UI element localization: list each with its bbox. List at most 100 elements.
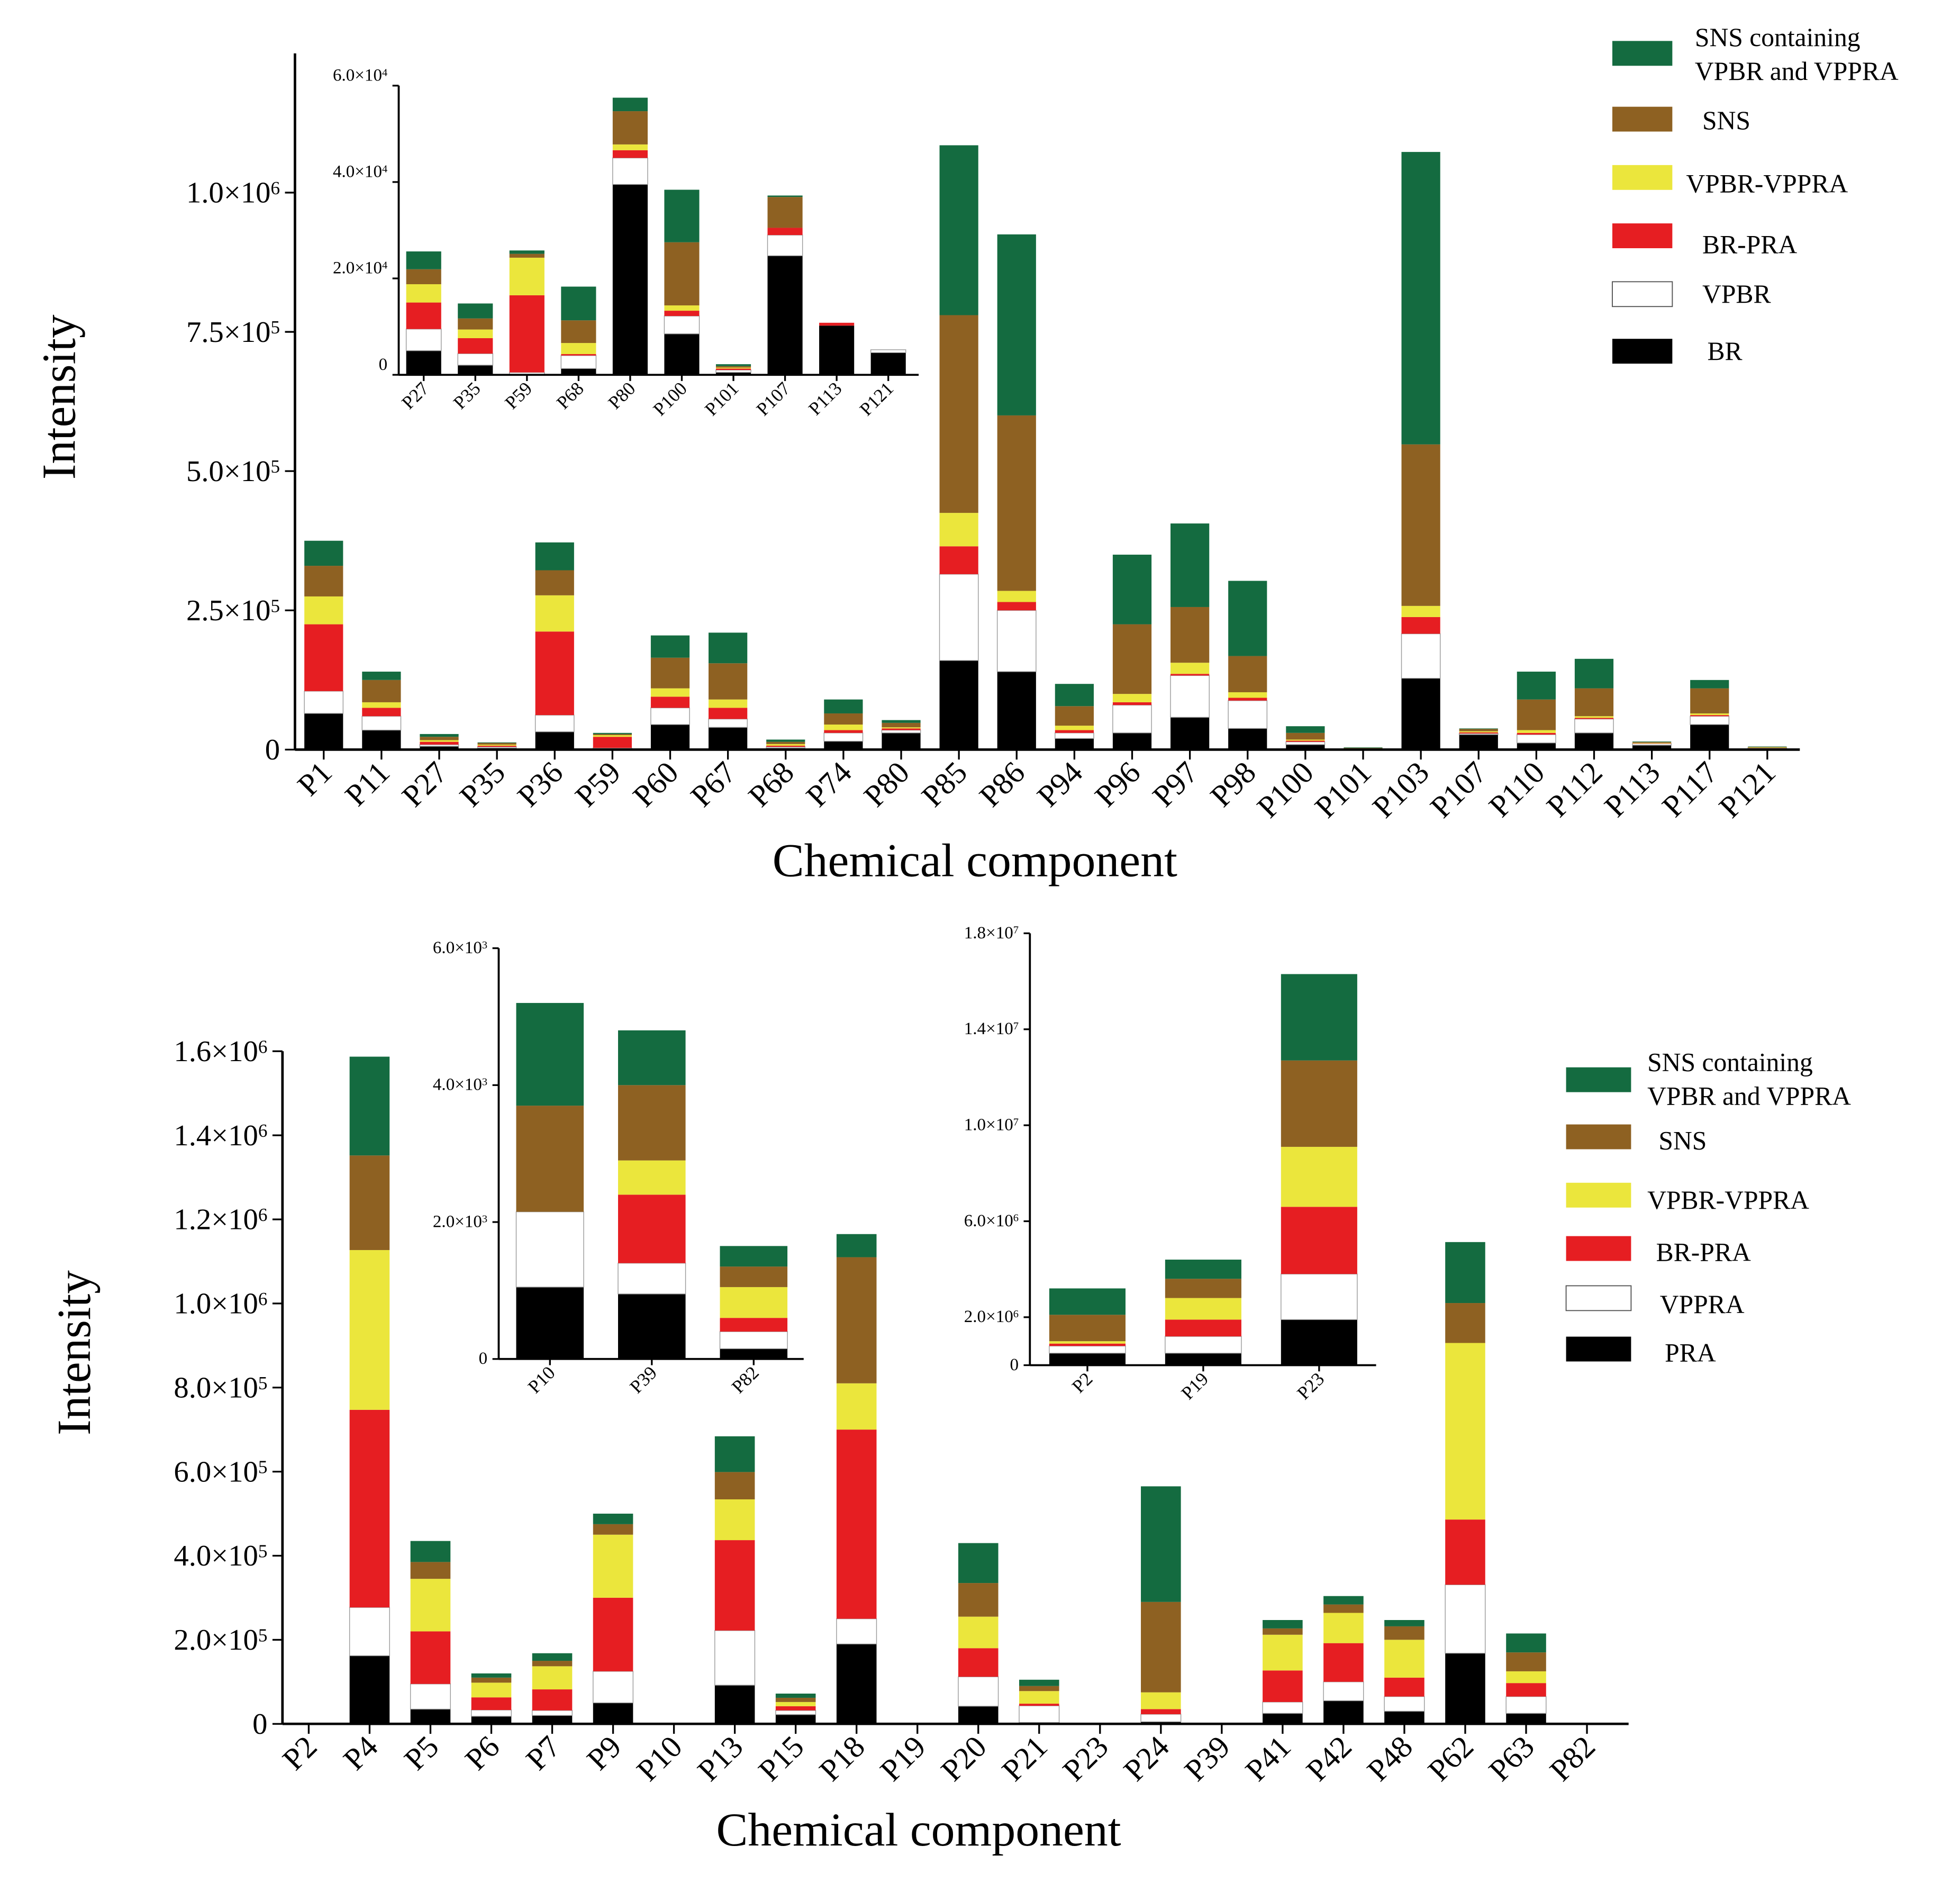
bottom-bar-p13-pra: [714, 1685, 755, 1724]
top-bar-p103-sns: [1401, 444, 1440, 606]
top-bar-p67-vpbr-vppra: [709, 699, 748, 708]
bottom-inset-large-y-tick-label: 2.0×106: [964, 1307, 1019, 1326]
top-bar-p68-vpbr-vppra: [766, 744, 805, 746]
top-y-tick-label: 1.0×106: [186, 177, 280, 210]
top-chart: P1 P11P27P35P36P59P60P67P68P74P80P85P86P9…: [33, 23, 1899, 887]
top-bar-p68-sns: [766, 741, 805, 744]
top-inset-bar-p59-vpbr-vppra: [509, 257, 545, 295]
top-inset-bar-p100-sns-containing-vpbr-and-vppra: [664, 189, 700, 242]
bottom-bar-p21-sns: [1019, 1686, 1059, 1691]
top-y-tick-label: 5.0×105: [186, 455, 280, 488]
bottom-bar-p4-br-pra: [349, 1409, 390, 1608]
bottom-bar-p63-br-pra: [1506, 1683, 1546, 1697]
top-inset-bar-p80-sns: [612, 111, 648, 144]
top-bar-p80-br-pra: [882, 728, 921, 730]
top-x-tick-label: P35: [453, 755, 512, 813]
top-bar-p59-sns-containing-vpbr-and-vppra: [593, 732, 632, 734]
top-inset-bar-p100-vpbr-vppra: [664, 305, 700, 311]
top-bar-p97-vpbr-vppra: [1170, 663, 1210, 674]
top-bar-p36-br: [535, 731, 574, 750]
bottom-bar-p13-br-pra: [714, 1540, 755, 1631]
top-x-tick-label: P59: [568, 755, 627, 813]
bottom-bar-p41-vppra: [1262, 1702, 1303, 1714]
top-inset-bar-p121-vpbr: [870, 349, 906, 354]
bottom-bar-p42-vpbr-vppra: [1323, 1613, 1364, 1643]
top-bar-p35-vpbr-vppra: [477, 744, 516, 746]
bottom-bar-p4-sns-containing-vpbr-and-vppra: [349, 1056, 390, 1156]
bottom-inset-small-bar-p10-vppra: [515, 1211, 584, 1288]
top-x-tick-label: P11: [338, 755, 396, 813]
top-inset-y-tick-label: 6.0×104: [333, 66, 387, 85]
top-bar-p59-vpbr-vppra: [593, 735, 632, 737]
bottom-bar-p20-vppra: [958, 1676, 999, 1707]
top-inset-bar-p80-br: [612, 184, 648, 375]
top-inset-x-tick-label: P80: [604, 378, 640, 413]
bottom-bar-p6-vppra: [471, 1709, 512, 1717]
top-inset-bar-p68-br-pra: [561, 354, 596, 356]
top-bar-p94-sns: [1055, 706, 1094, 726]
top-inset-x-tick-label: P101: [701, 378, 742, 420]
top-bar-p1-vpbr: [304, 691, 344, 714]
bottom-inset-large-y-tick-label: 1.8×107: [964, 924, 1019, 943]
bottom-bar-p62-pra: [1445, 1653, 1485, 1724]
top-bar-p103-br-pra: [1401, 617, 1440, 634]
bottom-x-tick-label: P4: [337, 1729, 384, 1777]
top-inset-bar-p59-sns: [509, 254, 545, 258]
top-bar-p68-br-pra: [766, 746, 805, 747]
bottom-inset-large-y-tick-label: 6.0×106: [964, 1211, 1019, 1230]
top-bar-p117-sns: [1690, 688, 1729, 713]
top-x-tick-label: P60: [627, 755, 685, 813]
top-bar-p85-br-pra: [939, 546, 978, 574]
top-legend-label-vpbr-vppra: VPBR-VPPRA: [1686, 169, 1848, 198]
top-inset-bar-p113-br-pra: [819, 322, 855, 326]
top-x-tick-label: P36: [511, 755, 569, 813]
bottom-bar-p9-pra: [593, 1703, 633, 1724]
bottom-bar-p6-vpbr-vppra: [471, 1682, 512, 1698]
bottom-x-tick-label: P23: [1056, 1729, 1115, 1787]
top-bar-p100-br: [1286, 744, 1325, 750]
top-inset-bar-p101-sns: [715, 366, 751, 368]
top-bar-p85-sns: [939, 315, 978, 513]
bottom-inset-chart-small: P10 P39 P82 0 2.0×103 4.0×103 6.0×103: [433, 938, 804, 1397]
top-bar-p86-sns: [997, 415, 1036, 591]
top-x-tick-label: P112: [1540, 755, 1609, 824]
top-bar-p98-br-pra: [1228, 698, 1267, 701]
top-inset-bar-p59-sns-containing-vpbr-and-vppra: [509, 250, 545, 254]
bottom-legend-swatch-vpbr-vppra: [1566, 1182, 1631, 1208]
bottom-bar-p63-sns: [1506, 1652, 1546, 1671]
bottom-bar-p20-pra: [958, 1706, 999, 1724]
top-inset-x-tick-label: P107: [752, 378, 794, 420]
top-inset-bar-p100-sns: [664, 242, 700, 306]
bottom-inset-large-bar-p23-pra: [1281, 1319, 1357, 1365]
top-bar-p97-br-pra: [1170, 674, 1210, 676]
top-bar-p80-sns-containing-vpbr-and-vppra: [882, 720, 921, 723]
top-bar-p110-vpbr-vppra: [1517, 730, 1556, 733]
top-inset-bar-p107-br-pra: [767, 228, 803, 236]
top-x-tick-label: P96: [1088, 755, 1147, 813]
bottom-y-tick-label: 1.2×106: [174, 1204, 267, 1236]
top-bar-p86-br-pra: [997, 602, 1036, 611]
top-bar-p117-br: [1690, 725, 1729, 750]
bottom-bar-p41-sns-containing-vpbr-and-vppra: [1263, 1619, 1303, 1628]
bottom-inset-large-bar-p2-vppra: [1049, 1345, 1126, 1354]
top-bar-p110-sns: [1517, 699, 1556, 730]
bottom-chart: P2 P4 P5 P6 P7 P9 P10 P13 P15 P18 P19 P20 P21 P23 P24 P…: [48, 924, 1852, 1856]
top-bar-p60-br: [650, 725, 690, 750]
top-bar-p1-br-pra: [304, 624, 343, 691]
top-bar-p110-br: [1517, 743, 1556, 750]
bottom-bar-p13-sns: [714, 1472, 755, 1500]
bottom-inset-small-y-tick-label: 0: [479, 1349, 488, 1368]
top-x-tick-label: P110: [1482, 755, 1551, 824]
bottom-inset-large-bar-p19-vppra: [1165, 1336, 1242, 1354]
bottom-inset-small-y-tick-label: 4.0×103: [433, 1075, 487, 1094]
top-inset-bar-p107-sns-containing-vpbr-and-vppra: [767, 195, 803, 197]
top-inset-bar-p27-vpbr: [405, 328, 442, 351]
top-bar-p1-sns-containing-vpbr-and-vppra: [304, 540, 343, 566]
top-bar-p97-sns: [1170, 607, 1210, 663]
top-bar-p67-sns: [709, 663, 748, 700]
top-bar-p80-br: [882, 732, 921, 750]
bottom-x-tick-label: P62: [1421, 1729, 1480, 1787]
bottom-inset-small-bars: [515, 1003, 788, 1359]
bottom-y-tick-label: 8.0×105: [174, 1372, 267, 1405]
